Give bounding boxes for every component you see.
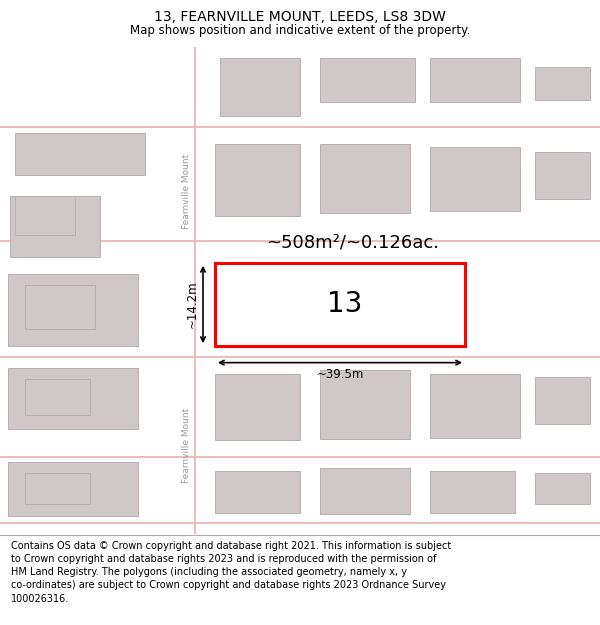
Text: Contains OS data © Crown copyright and database right 2021. This information is : Contains OS data © Crown copyright and d…	[11, 541, 451, 604]
Text: Map shows position and indicative extent of the property.: Map shows position and indicative extent…	[130, 24, 470, 36]
Bar	[320, 371, 410, 439]
Bar	[535, 67, 590, 100]
Bar	[25, 285, 95, 329]
Bar	[535, 152, 590, 199]
Text: 13: 13	[328, 291, 362, 319]
Bar	[535, 474, 590, 504]
Bar	[15, 133, 145, 176]
Bar	[8, 368, 138, 429]
Bar	[215, 144, 300, 216]
Bar	[430, 58, 520, 102]
Bar	[25, 379, 90, 415]
Bar	[430, 374, 520, 438]
Bar	[320, 58, 415, 102]
Text: 13, FEARNVILLE MOUNT, LEEDS, LS8 3DW: 13, FEARNVILLE MOUNT, LEEDS, LS8 3DW	[154, 10, 446, 24]
Text: ~508m²/~0.126ac.: ~508m²/~0.126ac.	[266, 234, 439, 252]
Bar	[15, 196, 75, 235]
Bar	[320, 468, 410, 514]
Text: ~39.5m: ~39.5m	[316, 368, 364, 381]
Bar	[215, 471, 300, 513]
Text: Fearnville Mount: Fearnville Mount	[182, 408, 191, 483]
Bar	[10, 196, 100, 258]
Bar	[25, 474, 90, 504]
Bar	[215, 263, 465, 346]
Bar	[430, 147, 520, 211]
Bar	[320, 144, 410, 213]
Bar	[8, 274, 138, 346]
Text: ~14.2m: ~14.2m	[186, 281, 199, 328]
Bar	[220, 58, 300, 116]
Bar	[8, 462, 138, 516]
Bar	[215, 374, 300, 440]
Bar	[535, 377, 590, 424]
Bar	[215, 263, 465, 346]
Bar	[233, 276, 308, 332]
Text: Fearnville Mount: Fearnville Mount	[182, 153, 191, 229]
Bar	[430, 471, 515, 513]
